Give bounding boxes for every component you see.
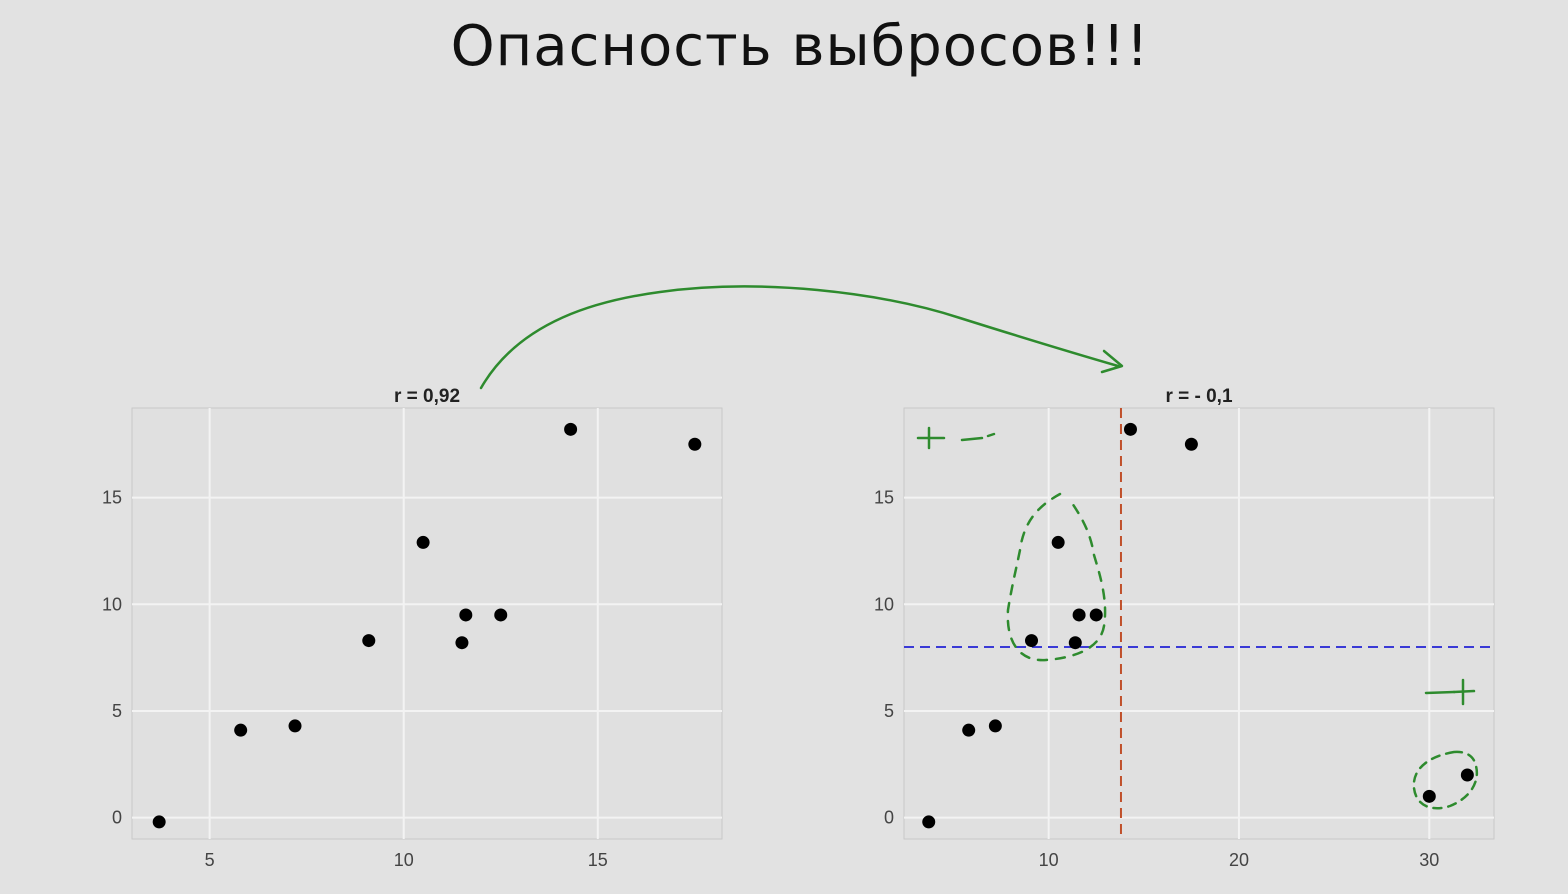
data-point [1460, 768, 1474, 782]
hand-annotations [479, 285, 1479, 810]
minus-sign-mark [1424, 690, 1456, 695]
x-tick-label: 10 [394, 850, 414, 870]
x-tick-label: 10 [1039, 850, 1059, 870]
transfer-arrow [479, 285, 1120, 390]
data-point [459, 608, 473, 622]
y-tick-label: 0 [112, 808, 122, 828]
data-point [962, 723, 976, 737]
y-tick-label: 5 [884, 701, 894, 721]
x-tick-label: 15 [588, 850, 608, 870]
data-point [1068, 636, 1082, 650]
y-tick-label: 10 [102, 594, 122, 614]
plus-sign-mark [1452, 678, 1476, 706]
data-point [288, 719, 302, 733]
plot-panel [903, 407, 1495, 840]
y-tick-label: 0 [884, 808, 894, 828]
data-point [362, 634, 376, 648]
plot-panel [131, 407, 723, 840]
data-point [564, 422, 578, 436]
data-point [455, 636, 469, 650]
data-point [416, 535, 430, 549]
plus-sign-mark [916, 426, 946, 450]
y-tick-label: 5 [112, 701, 122, 721]
data-point [1123, 422, 1137, 436]
data-point [1025, 634, 1039, 648]
data-point [1422, 789, 1436, 803]
transfer-arrowhead [1100, 349, 1124, 374]
plot-left: 5 10 15 0 5 10 15 r = 0,92 [102, 386, 723, 870]
y-tick-label: 15 [102, 488, 122, 508]
slide-title: Опасность выбросов!!! [450, 14, 1150, 79]
plot-title: r = 0,92 [394, 386, 460, 407]
data-point [988, 719, 1002, 733]
data-point [152, 815, 166, 829]
x-tick-label: 30 [1419, 850, 1439, 870]
y-tick-label: 15 [874, 488, 894, 508]
data-point [922, 815, 936, 829]
data-point [1184, 437, 1198, 451]
data-point [688, 437, 702, 451]
data-point [494, 608, 508, 622]
data-point [1051, 535, 1065, 549]
outlier-loop [1412, 750, 1479, 810]
cluster-loop [1006, 492, 1107, 662]
plot-title: r = - 0,1 [1165, 386, 1232, 407]
data-point [234, 723, 248, 737]
y-tick-label: 10 [874, 594, 894, 614]
x-tick-label: 20 [1229, 850, 1249, 870]
data-point [1072, 608, 1086, 622]
data-point [1089, 608, 1103, 622]
minus-sign-mark [960, 432, 996, 442]
plot-right: 10 20 30 0 5 10 15 r = - 0,1 [874, 386, 1495, 870]
x-tick-label: 5 [205, 850, 215, 870]
